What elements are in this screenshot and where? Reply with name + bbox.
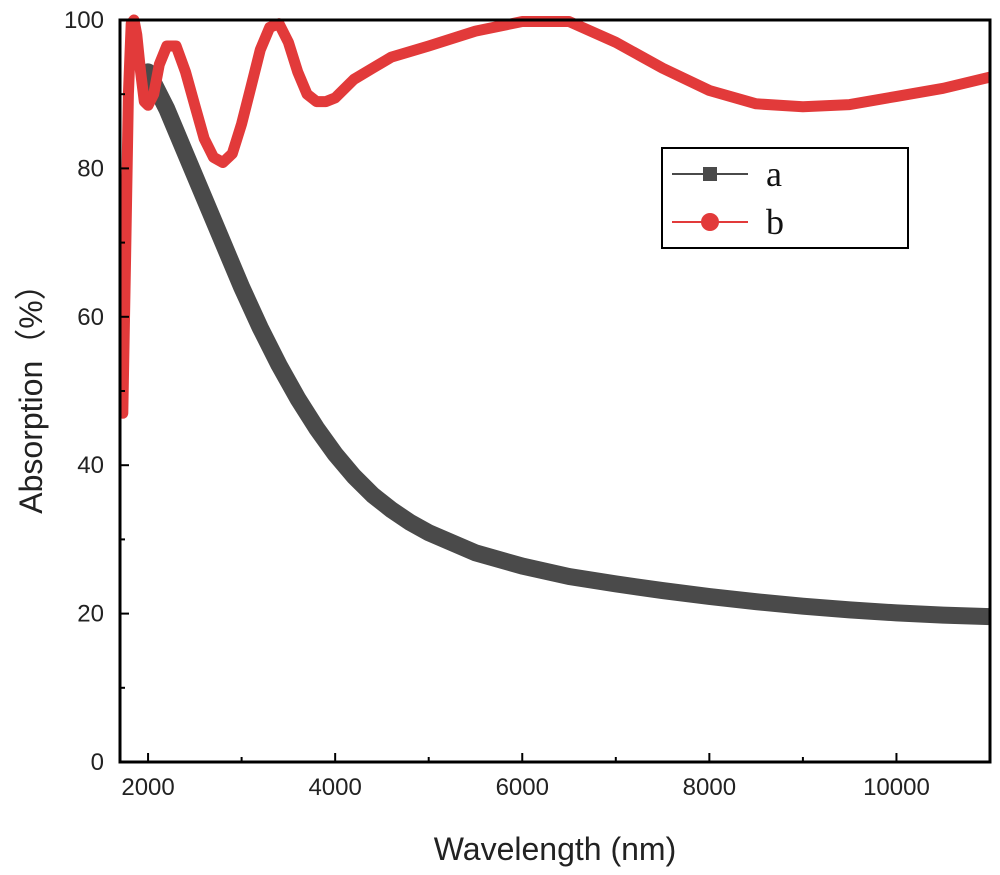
x-tick-label: 8000 bbox=[683, 774, 736, 801]
ticks-layer: 2000 4000 6000 8000 10000 0 20 40 60 80 100 bbox=[64, 7, 930, 801]
y-tick-label: 100 bbox=[64, 7, 104, 34]
legend-label-a: a bbox=[766, 154, 782, 194]
x-tick-label: 4000 bbox=[308, 774, 361, 801]
x-axis-title: Wavelength (nm) bbox=[434, 831, 676, 867]
x-tick-label: 6000 bbox=[496, 774, 549, 801]
y-tick-label: 80 bbox=[77, 155, 104, 182]
legend-box bbox=[662, 148, 908, 248]
y-tick-label: 60 bbox=[77, 304, 104, 331]
y-tick-label: 20 bbox=[77, 601, 104, 628]
series-layer bbox=[123, 20, 990, 617]
legend: ab bbox=[662, 148, 908, 248]
y-axis-title: Absorption（%） bbox=[13, 268, 49, 513]
x-tick-label: 2000 bbox=[121, 774, 174, 801]
y-tick-label: 0 bbox=[91, 749, 104, 776]
y-tick-label: 40 bbox=[77, 452, 104, 479]
legend-label-b: b bbox=[766, 202, 784, 242]
legend-marker-b bbox=[701, 213, 719, 231]
plot-frame bbox=[120, 20, 990, 762]
x-tick-label: 10000 bbox=[863, 774, 930, 801]
legend-marker-a bbox=[703, 167, 717, 181]
